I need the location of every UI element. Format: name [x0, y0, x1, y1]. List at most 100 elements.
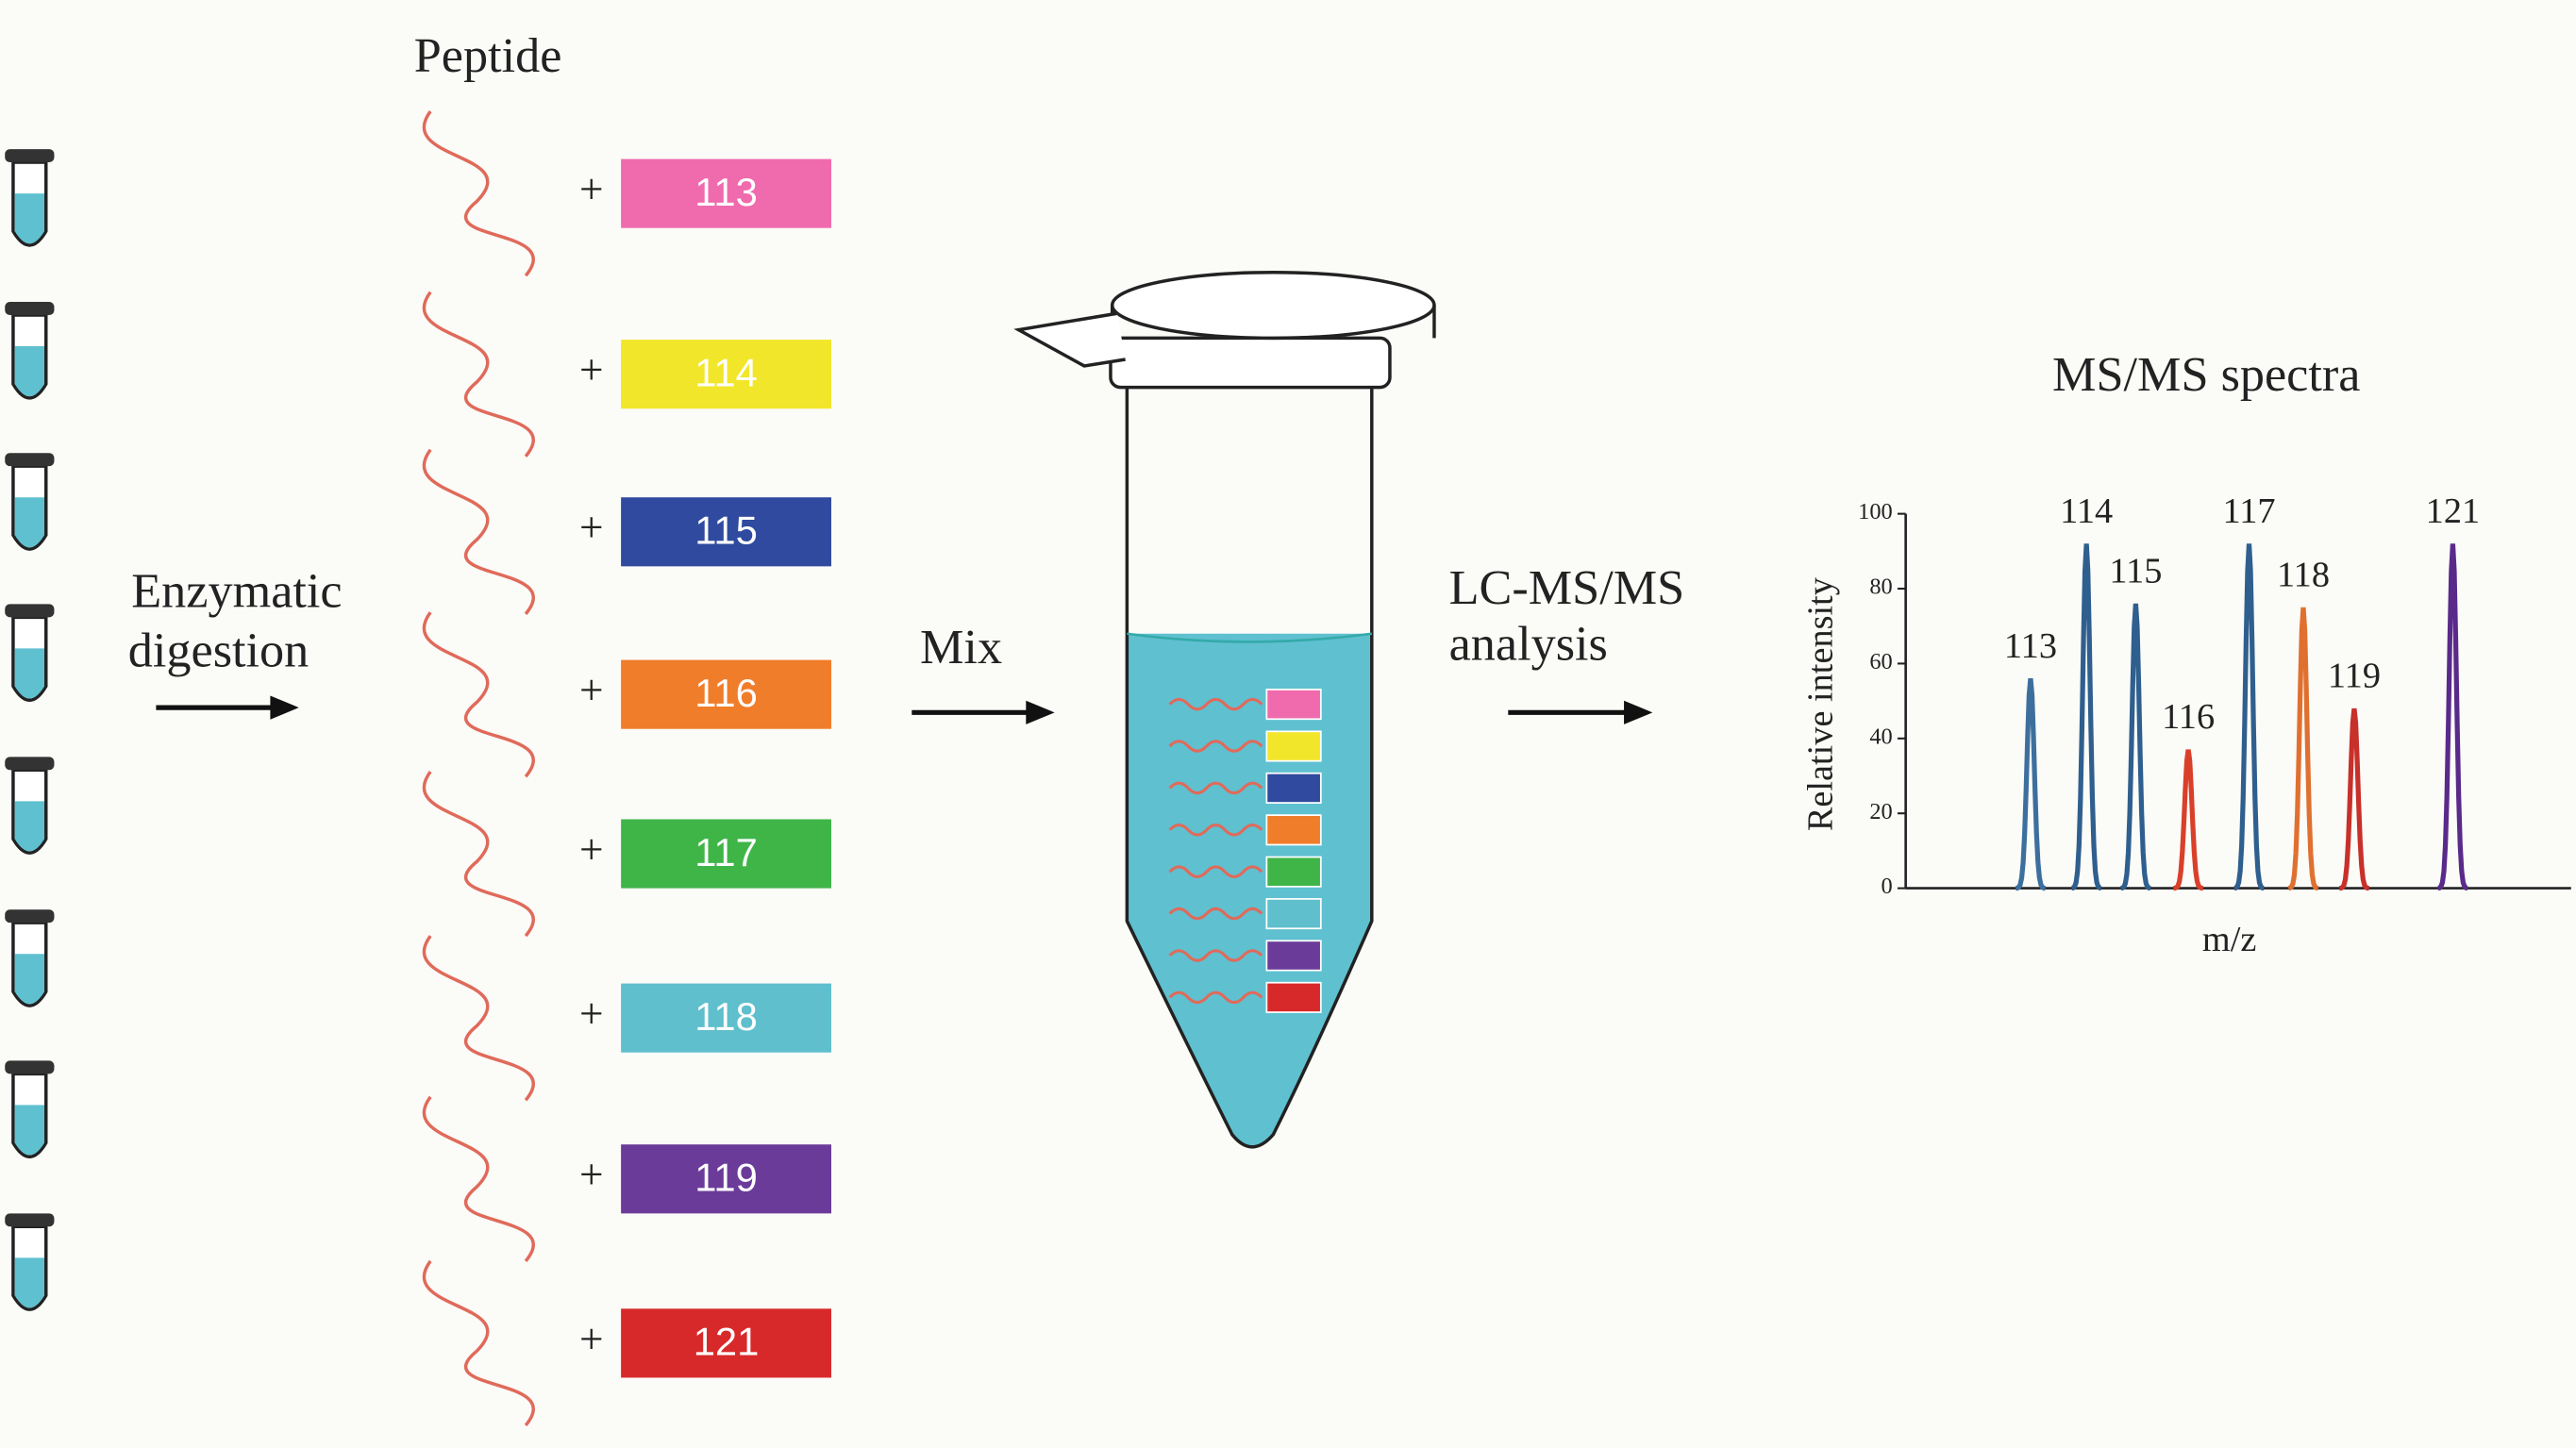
- plus-sign: +: [579, 166, 604, 213]
- spectrum-peak: [2287, 607, 2319, 891]
- tag-box: [621, 819, 831, 889]
- tube-cap: [5, 757, 55, 771]
- peptide-chain: [422, 770, 535, 938]
- tube-cap: [5, 302, 55, 315]
- peptide-chain: [422, 448, 535, 615]
- sample-tube: [5, 302, 55, 400]
- plus-sign: +: [579, 990, 604, 1038]
- plus-sign: +: [579, 346, 604, 393]
- tube-liquid: [14, 346, 45, 397]
- plus-sign: +: [579, 667, 604, 714]
- tag-label: 113: [694, 170, 758, 214]
- tag-label: 115: [694, 508, 758, 553]
- tag-box: [621, 659, 831, 729]
- tube-tag: [1265, 940, 1322, 972]
- tube-cap: [5, 1213, 55, 1227]
- y-tick-label: 100: [1858, 499, 1893, 524]
- sample-tube: [5, 453, 55, 551]
- tube-peptide: [1168, 781, 1263, 795]
- digestion-label: digestion: [128, 623, 309, 677]
- tube-tag: [1265, 981, 1322, 1013]
- plus-sign: +: [579, 1315, 604, 1362]
- arrows: [156, 695, 1653, 724]
- tube-liquid: [14, 497, 45, 548]
- spectrum-peak: [2120, 603, 2151, 891]
- peptide-chain: [422, 110, 535, 277]
- spectrum-peak: [2233, 543, 2265, 891]
- plus-sign: +: [579, 504, 604, 551]
- tube-liquid: [14, 648, 45, 699]
- peak-label: 115: [2109, 551, 2162, 591]
- tube-tag: [1265, 730, 1322, 762]
- peptide-chain: [422, 935, 535, 1102]
- y-tick-label: 0: [1882, 874, 1893, 899]
- tube-cap: [5, 149, 55, 163]
- tube-peptide: [1168, 865, 1263, 878]
- tube-tag: [1265, 898, 1322, 930]
- plus-sign: +: [579, 825, 604, 873]
- tube-cap: [5, 453, 55, 467]
- tube-tag: [1265, 814, 1322, 846]
- tube-tag: [1265, 772, 1322, 804]
- y-tick-label: 60: [1869, 649, 1892, 674]
- sample-tube: [5, 1060, 55, 1158]
- peptide-chain: [422, 291, 535, 458]
- peptide-chain: [422, 611, 535, 778]
- peak-label: 114: [2060, 491, 2113, 531]
- tag-box: [621, 983, 831, 1053]
- peak-label: 116: [2162, 697, 2215, 737]
- tag-label: 119: [694, 1156, 758, 1200]
- spectrum-peak: [2173, 749, 2204, 891]
- tube-liquid: [14, 1257, 45, 1308]
- tag-label: 116: [694, 671, 758, 715]
- tag-label: 118: [694, 994, 758, 1039]
- tag-box: [621, 340, 831, 409]
- tag-box: [621, 158, 831, 228]
- y-tick-label: 40: [1869, 724, 1892, 749]
- tag-label: 117: [694, 830, 758, 874]
- sample-tube: [5, 604, 55, 702]
- tag-box: [621, 1308, 831, 1378]
- peptide-chain: [422, 1259, 535, 1427]
- spectrum-peak: [2071, 543, 2102, 891]
- y-tick-label: 80: [1869, 574, 1892, 600]
- peak-label: 121: [2426, 491, 2480, 531]
- tube-liquid: [14, 801, 45, 852]
- tag-label: 114: [694, 350, 758, 394]
- plus-sign: +: [579, 1151, 604, 1198]
- tube-peptide: [1168, 907, 1263, 921]
- sample-tube: [5, 1213, 55, 1311]
- tag-label: 121: [694, 1320, 760, 1364]
- x-axis-label: m/z: [2202, 920, 2256, 959]
- tube-tag: [1265, 856, 1322, 888]
- tube-cap: [5, 604, 55, 618]
- tube-peptide: [1168, 740, 1263, 753]
- spectrum-peak: [2437, 543, 2468, 891]
- peak-label: 119: [2328, 657, 2381, 696]
- sample-tube: [5, 909, 55, 1007]
- tube-peptide: [1168, 949, 1263, 962]
- tube-liquid: [14, 193, 45, 244]
- analysis-label: LC-MS/MS: [1449, 560, 1685, 615]
- spectrum-peak: [2338, 707, 2369, 891]
- tube-liquid: [14, 954, 45, 1005]
- tube-peptide: [1168, 990, 1263, 1005]
- sample-tube: [5, 149, 55, 247]
- sample-tube: [5, 757, 55, 855]
- mix-label: Mix: [920, 620, 1002, 674]
- peptide-chain: [422, 1095, 535, 1262]
- tube-liquid: [14, 1105, 45, 1156]
- analysis-label: analysis: [1449, 616, 1608, 671]
- tube-peptide: [1168, 697, 1263, 711]
- spectrum-title: MS/MS spectra: [2052, 347, 2360, 402]
- tag-box: [621, 497, 831, 567]
- tube-tag: [1265, 689, 1322, 721]
- y-axis-label: Relative intensity: [1800, 577, 1840, 831]
- spectrum-peak: [2016, 678, 2046, 891]
- mix-tube: [1013, 270, 1436, 1149]
- tag-box: [621, 1144, 831, 1214]
- y-tick-label: 20: [1869, 799, 1892, 824]
- tube-cap: [5, 1060, 55, 1074]
- tube-peptide: [1168, 824, 1263, 837]
